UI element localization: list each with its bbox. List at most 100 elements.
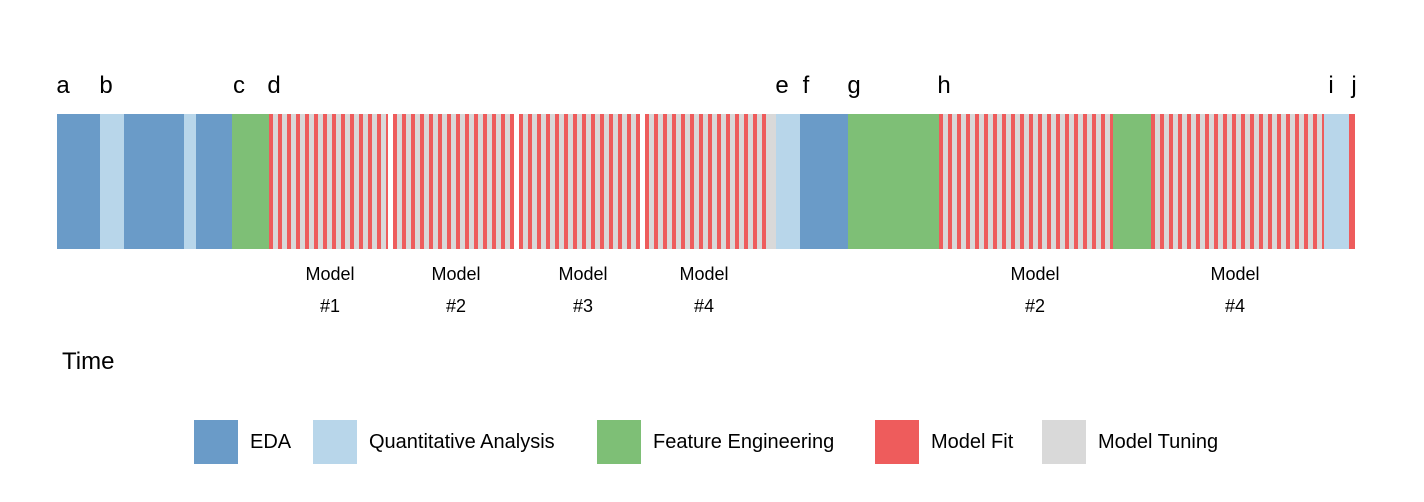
model-1-stripe (278, 114, 282, 249)
model-4-stripe (1191, 114, 1196, 249)
model-1-stripe (386, 114, 388, 249)
model-1-stripe (296, 114, 300, 249)
phase-letter-f: f (802, 72, 810, 99)
model-2-stripe (501, 114, 505, 249)
model-3-stripe (613, 114, 618, 249)
model-2-stripe (442, 114, 447, 249)
model-4-stripe (1200, 114, 1205, 249)
model-4-stripe (1272, 114, 1277, 249)
model-2-stripe (447, 114, 451, 249)
model-4-stripe (1160, 114, 1164, 249)
model-4-stripe (672, 114, 676, 249)
model-2-stripe (1015, 114, 1020, 249)
model-2-stripe (1038, 114, 1042, 249)
model-3-stripe (604, 114, 609, 249)
model-2-stripe (456, 114, 460, 249)
model-4-stripe (717, 114, 721, 249)
model-3-stripe (555, 114, 559, 249)
model-2-stripe (487, 114, 492, 249)
model-1-stripe (287, 114, 291, 249)
legend-label-quantitative-analysis: Quantitative Analysis (369, 431, 555, 453)
model-2-stripe (1101, 114, 1105, 249)
model-3-stripe (627, 114, 631, 249)
model-2-stripe (1029, 114, 1033, 249)
feature-engineering-segment (1113, 114, 1151, 249)
model-2-stripe (988, 114, 993, 249)
model-4-stripe (1187, 114, 1191, 249)
model-2-stripe (406, 114, 411, 249)
model-2-stripe (460, 114, 465, 249)
model-2-stripe (433, 114, 438, 249)
model-1-stripe (345, 114, 350, 249)
legend-swatch-eda (194, 420, 238, 464)
model-4-stripe (1281, 114, 1286, 249)
model-2-stripe (474, 114, 478, 249)
model-4-stripe (1227, 114, 1232, 249)
model-1-stripe (273, 114, 278, 249)
model-label-line1: Model (1210, 264, 1260, 284)
model-4-stripe (1209, 114, 1214, 249)
model-label-line2: #2 (445, 296, 467, 316)
model-2-stripe (496, 114, 501, 249)
feature-engineering-segment (848, 114, 939, 249)
model-2-stripe (420, 114, 424, 249)
model-4-stripe (1223, 114, 1227, 249)
model-4-stripe (730, 114, 735, 249)
model-4-stripe (708, 114, 712, 249)
model-4-stripe (658, 114, 663, 249)
model-2-stripe (948, 114, 952, 249)
model-4-stripe (1290, 114, 1295, 249)
model-label: Model #2 (1010, 258, 1059, 322)
time-axis-label: Time (62, 348, 115, 375)
model-3-stripe (609, 114, 613, 249)
model-1-stripe (327, 114, 332, 249)
model-4-stripe (1322, 114, 1324, 249)
model-label: Model #4 (679, 258, 728, 322)
model-2-stripe (1060, 114, 1065, 249)
model-4-stripe (645, 114, 649, 249)
model-3-stripe (622, 114, 627, 249)
model-2-stripe (966, 114, 970, 249)
model-3-stripe (568, 114, 573, 249)
model-1-stripe (291, 114, 296, 249)
model-3-stripe (582, 114, 586, 249)
model-4-stripe (667, 114, 672, 249)
feature-engineering-segment (232, 114, 269, 249)
model-2-stripe (939, 114, 943, 249)
model-4-stripe (735, 114, 739, 249)
model-2-stripe (961, 114, 966, 249)
model-1-stripe (314, 114, 318, 249)
model-2-stripe (397, 114, 402, 249)
phase-letter-i: i (1328, 72, 1334, 99)
model-4-stripe (1254, 114, 1259, 249)
model-4-stripe (690, 114, 694, 249)
model-2-stripe (1065, 114, 1069, 249)
model-2-stripe (1069, 114, 1074, 249)
model-4-stripe (1245, 114, 1250, 249)
model-2-stripe (415, 114, 420, 249)
quantitative-analysis-segment (184, 114, 196, 249)
model-3-stripe (636, 114, 640, 249)
legend-swatch-model-fit (875, 420, 919, 464)
model-4-stripe (1263, 114, 1268, 249)
model-2-stripe (1042, 114, 1047, 249)
model-2-stripe (952, 114, 957, 249)
model-2-stripe (469, 114, 474, 249)
quantitative-analysis-segment (100, 114, 124, 249)
model-1-stripe (269, 114, 273, 249)
model-1-stripe (363, 114, 368, 249)
model-label-line1: Model (679, 264, 729, 284)
model-3-stripe (600, 114, 604, 249)
model-4-stripe (654, 114, 658, 249)
model-label-line1: Model (558, 264, 608, 284)
model-3-stripe (541, 114, 546, 249)
model-3-stripe (528, 114, 532, 249)
legend-label-feature-engineering: Feature Engineering (653, 431, 835, 453)
model-1-stripe (282, 114, 287, 249)
model-3-stripe (537, 114, 541, 249)
model-4-stripe (1214, 114, 1218, 249)
model-2-stripe (1092, 114, 1096, 249)
model-4-stripe (1182, 114, 1187, 249)
model-1-stripe (377, 114, 381, 249)
model-4-stripe (1286, 114, 1290, 249)
